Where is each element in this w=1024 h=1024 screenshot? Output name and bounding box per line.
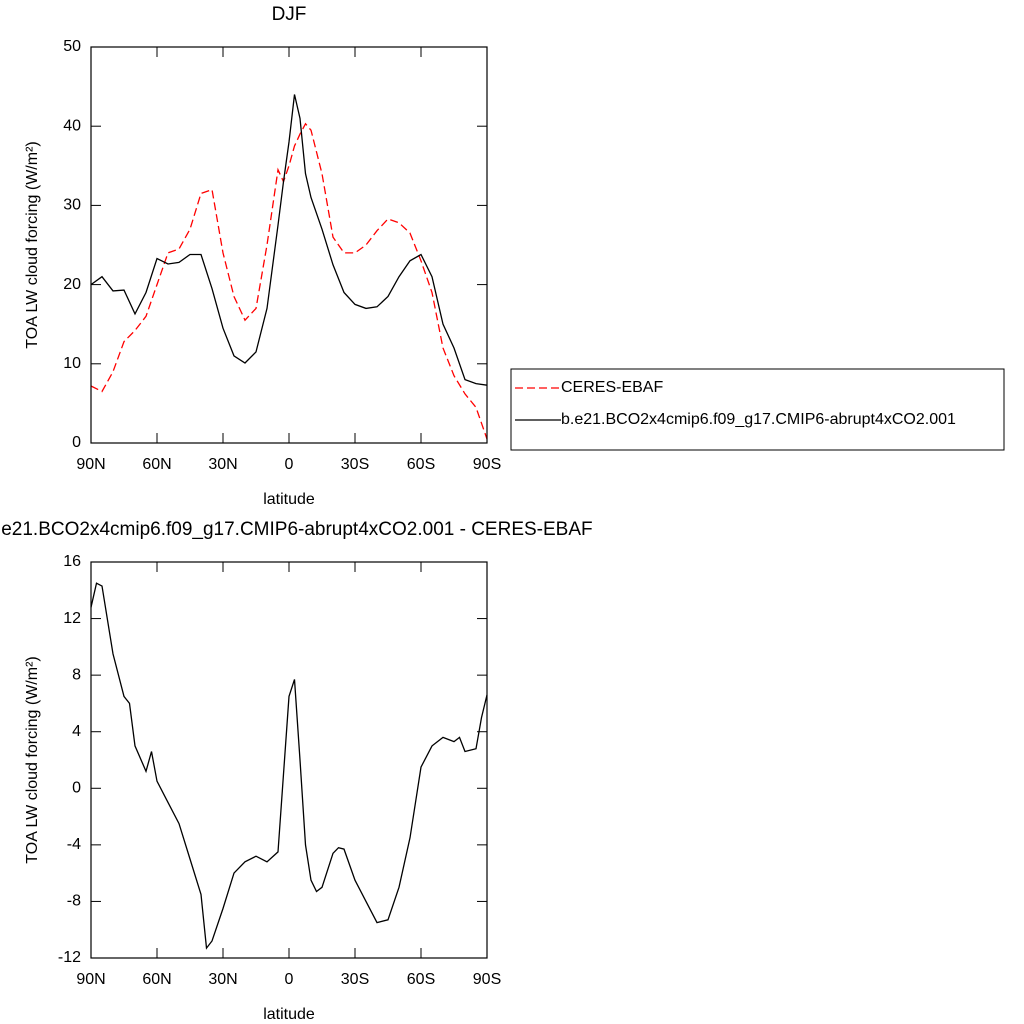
y-tick-label: -12 xyxy=(58,949,81,966)
y-tick-label: 30 xyxy=(63,197,81,214)
x-tick-label: 60N xyxy=(142,971,171,988)
legend-box xyxy=(510,368,1005,451)
x-axis-label: latitude xyxy=(263,1006,315,1023)
y-tick-label: -8 xyxy=(67,893,81,910)
x-tick-label: 30N xyxy=(208,456,237,473)
x-tick-label: 60N xyxy=(142,456,171,473)
y-tick-label: 16 xyxy=(63,553,81,570)
x-tick-label: 90N xyxy=(76,456,105,473)
legend-label: b.e21.BCO2x4cmip6.f09_g17.CMIP6-abrupt4x… xyxy=(561,411,956,428)
legend-label: CERES-EBAF xyxy=(561,379,663,396)
y-axis-label: TOA LW cloud forcing (W/m²) xyxy=(24,656,41,863)
x-tick-label: 30S xyxy=(341,971,369,988)
y-tick-label: 0 xyxy=(72,780,81,797)
plot-frame xyxy=(90,561,488,959)
data-line xyxy=(90,94,488,386)
x-tick-label: 90S xyxy=(473,971,501,988)
y-tick-label: -4 xyxy=(67,836,81,853)
x-tick-label: 0 xyxy=(285,971,294,988)
x-tick-label: 30S xyxy=(341,456,369,473)
y-tick-label: 10 xyxy=(63,355,81,372)
x-axis-label: latitude xyxy=(263,491,315,508)
x-tick-label: 90N xyxy=(76,971,105,988)
y-tick-label: 40 xyxy=(63,117,81,134)
data-line xyxy=(90,122,488,440)
y-tick-label: 50 xyxy=(63,38,81,55)
y-tick-label: 0 xyxy=(72,434,81,451)
x-tick-label: 60S xyxy=(407,971,435,988)
x-tick-label: 30N xyxy=(208,971,237,988)
chart-title: b.e21.BCO2x4cmip6.f09_g17.CMIP6-abrupt4x… xyxy=(0,519,593,540)
y-tick-label: 4 xyxy=(72,723,81,740)
data-line xyxy=(90,582,488,950)
x-tick-label: 0 xyxy=(285,456,294,473)
y-tick-label: 8 xyxy=(72,666,81,683)
chart-title: DJF xyxy=(272,4,307,25)
y-tick-label: 12 xyxy=(63,610,81,627)
y-tick-label: 20 xyxy=(63,276,81,293)
y-axis-label: TOA LW cloud forcing (W/m²) xyxy=(24,141,41,348)
plot-frame xyxy=(90,46,488,444)
x-tick-label: 90S xyxy=(473,456,501,473)
x-tick-label: 60S xyxy=(407,456,435,473)
